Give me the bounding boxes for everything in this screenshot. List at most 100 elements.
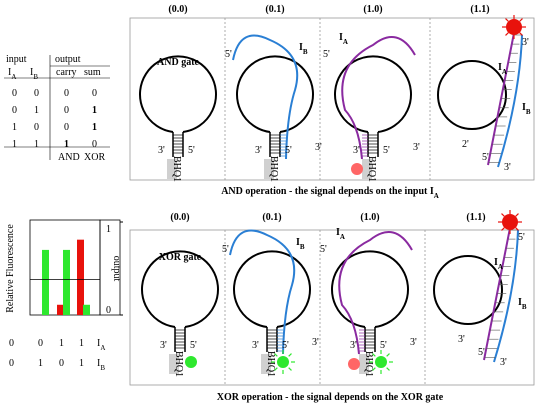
strand-end: 5': [190, 340, 197, 351]
strand-label: IA: [494, 257, 503, 271]
table-cell: 1: [12, 139, 17, 150]
strand-end: 3': [255, 145, 262, 156]
caption-main: AND operation - the signal depends on th…: [221, 186, 434, 197]
table-cell: 0: [92, 88, 97, 99]
strand-end: 5': [285, 145, 292, 156]
y2-tick-label: 0: [106, 305, 111, 316]
strand-label-sub: B: [300, 243, 305, 251]
glow-ray: [274, 353, 278, 357]
input-label-sub: B: [100, 364, 105, 372]
strand-ib: [493, 229, 519, 363]
strand-end: 5': [323, 49, 330, 60]
caption: AND operation - the signal depends on th…: [221, 186, 439, 200]
y2-label: output: [111, 256, 122, 282]
panel-header: (1.1): [466, 212, 485, 223]
table-cell: 1: [12, 122, 17, 133]
strand-label-main: I: [518, 297, 522, 308]
input-value: 1: [59, 338, 64, 349]
strand-ia: [487, 32, 515, 166]
strand-end: 3': [504, 162, 511, 173]
hairpin-loop: [236, 55, 314, 133]
glow-ray: [519, 18, 523, 22]
fluorophore: [351, 163, 363, 175]
caption-sub: A: [434, 192, 439, 200]
output-frame: [99, 219, 121, 316]
strand-ib: [497, 34, 523, 168]
quencher-box: [359, 354, 369, 374]
column-header-main: carry: [56, 67, 77, 78]
column-header: carry: [56, 67, 77, 78]
column-header-main: I: [8, 67, 11, 78]
quencher-box: [167, 159, 177, 179]
strand-end: 5': [478, 347, 485, 358]
strand-end: 5': [282, 340, 289, 351]
strand-end: 3': [312, 337, 319, 348]
strand-label-sub: B: [526, 108, 531, 116]
glow-ray: [288, 353, 292, 357]
glow-ray: [372, 367, 376, 371]
quencher-box: [169, 354, 179, 374]
input-label-sub: A: [100, 344, 105, 352]
strand-label-main: I: [522, 102, 526, 113]
bar: [57, 304, 64, 315]
column-header-main: sum: [84, 67, 101, 78]
glow-ray: [519, 32, 523, 36]
column-header: IB: [30, 67, 38, 81]
glow-ray: [372, 353, 376, 357]
strand-end: 5': [380, 340, 387, 351]
strand-label-sub: B: [522, 303, 527, 311]
hairpin-loop: [334, 55, 412, 133]
column-header-main: I: [30, 67, 33, 78]
hairpin-loop: [141, 250, 219, 328]
xor-frame: [129, 229, 535, 386]
input-value: 0: [38, 338, 43, 349]
strand-label: IB: [518, 297, 527, 311]
column-header: sum: [84, 67, 101, 78]
panel-dividers: [224, 18, 431, 385]
caption: XOR operation - the signal depends on th…: [217, 392, 444, 403]
fluorophore: [277, 356, 289, 368]
strand-label-main: I: [296, 237, 300, 248]
panel-header: (1.1): [470, 4, 489, 15]
table-cell: 0: [64, 88, 69, 99]
hairpin-loop: [139, 55, 217, 133]
quencher-label: BHQ1: [268, 156, 279, 182]
table-cell: 1: [64, 139, 69, 150]
table-cell: 0: [12, 105, 17, 116]
gate-name: AND gate: [157, 57, 199, 68]
table-footer: XOR: [84, 152, 105, 163]
glow-ray: [515, 213, 519, 217]
column-header-sub: B: [33, 73, 38, 81]
strand-label: IB: [522, 102, 531, 116]
strand-label-main: I: [498, 62, 502, 73]
table-cell: 1: [34, 139, 39, 150]
y2-tick-label: 1: [106, 224, 111, 235]
strand-ia: [341, 36, 416, 160]
hairpin-loop: [331, 250, 409, 328]
strand-label: IA: [336, 227, 345, 241]
input-value: 0: [9, 358, 14, 369]
input-value: 1: [79, 338, 84, 349]
panel-header: (1.0): [363, 4, 382, 15]
input-label-main: I: [97, 338, 100, 349]
fluorophore: [502, 214, 518, 230]
quencher-label: BHQ1: [363, 351, 374, 377]
table-header: input: [6, 54, 27, 65]
table-cell: 0: [64, 122, 69, 133]
strand-end: 5': [188, 145, 195, 156]
bar: [63, 249, 70, 315]
gate-name: XOR gate: [159, 252, 202, 263]
input-value: 1: [79, 358, 84, 369]
strand-label-main: I: [336, 227, 340, 238]
bar: [42, 249, 49, 315]
strand-end: 3': [160, 340, 167, 351]
quencher-box: [264, 159, 274, 179]
strand-end: 5': [482, 152, 489, 163]
strand-ib: [229, 229, 296, 355]
table-cell: 0: [34, 88, 39, 99]
hairpin-loop: [433, 255, 503, 325]
table-cell: 1: [92, 105, 97, 116]
fluorophore: [375, 356, 387, 368]
strand-end: 3': [410, 337, 417, 348]
table-cell: 0: [34, 122, 39, 133]
